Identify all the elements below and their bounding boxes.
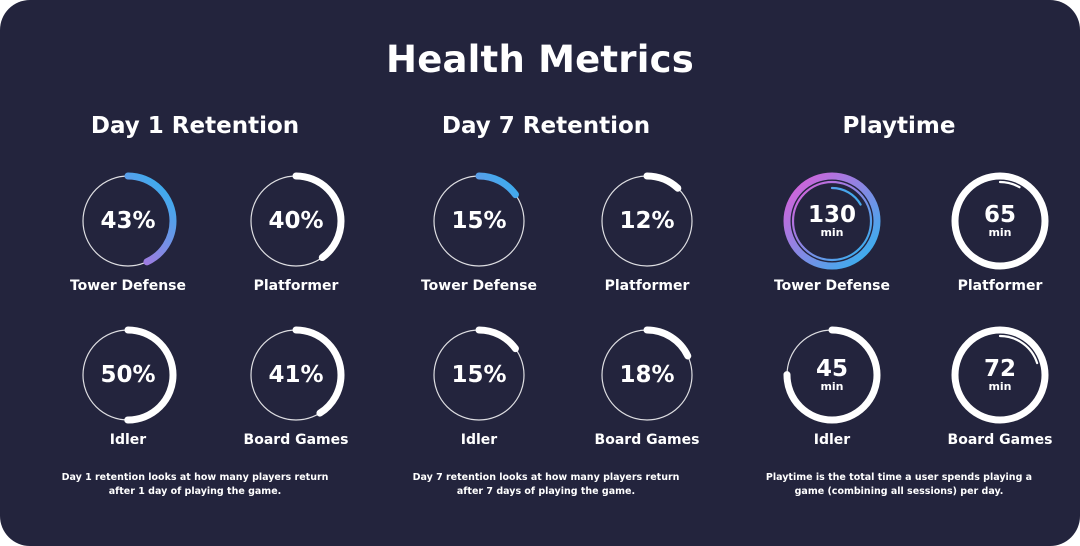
gauge-label: Board Games	[594, 432, 700, 448]
section-title: Day 1 Retention	[90, 113, 300, 139]
section-note: Playtime is the total time a user spends…	[759, 471, 1039, 499]
gauge-ring	[79, 326, 177, 424]
gauge-arc	[951, 172, 1049, 270]
gauge-arc	[959, 180, 1041, 262]
gauge-ring	[598, 172, 696, 270]
gauge-arc	[247, 326, 345, 424]
gauge-value: 15%	[451, 362, 507, 388]
gauge: 41%	[230, 309, 362, 441]
gauge-arc	[791, 180, 873, 262]
gauge-label: Platformer	[957, 278, 1043, 294]
gauge-label: Board Games	[243, 432, 349, 448]
section-note: Day 7 retention looks at how many player…	[406, 471, 686, 499]
gauge-value: 40%	[268, 208, 324, 234]
gauge-ring	[247, 326, 345, 424]
gauge: 65 min	[934, 155, 1066, 287]
gauge-ring	[247, 172, 345, 270]
gauge-ring	[598, 326, 696, 424]
gauge-arc	[79, 326, 177, 424]
gauge: 43%	[62, 155, 194, 287]
gauge-arc	[598, 326, 696, 424]
gauge: 15%	[413, 309, 545, 441]
section-title: Day 7 Retention	[441, 113, 651, 139]
gauge-arc	[430, 326, 528, 424]
gauge: 40%	[230, 155, 362, 287]
gauge-ring	[430, 172, 528, 270]
gauge-value: 18%	[619, 362, 675, 388]
gauge-value: 15%	[451, 208, 507, 234]
gauge-arc	[79, 172, 177, 270]
gauge-label: Platformer	[253, 278, 339, 294]
gauge-arc	[247, 172, 345, 270]
gauge-arc	[797, 186, 867, 256]
section-note-line: Day 1 retention looks at how many player…	[61, 472, 329, 483]
page-title: Health Metrics	[386, 38, 694, 81]
gauge-unit: min	[988, 380, 1012, 393]
gauge-ring	[430, 326, 528, 424]
gauge-value: 72	[983, 356, 1016, 382]
gauge-unit: min	[988, 226, 1012, 239]
gauge-ring	[951, 172, 1049, 270]
gauge: 50%	[62, 309, 194, 441]
gauge: 18%	[581, 309, 713, 441]
gauge-unit: min	[820, 226, 844, 239]
gauge-arc	[951, 326, 1049, 424]
gauge-value: 41%	[268, 362, 324, 388]
section-note-line: game (combining all sessions) per day.	[794, 486, 1004, 497]
gauge-value: 130	[807, 202, 856, 228]
gauge: 130 min	[766, 155, 898, 287]
section-title: Playtime	[842, 113, 956, 139]
gauge-value: 50%	[100, 362, 156, 388]
gauge-ring	[951, 326, 1049, 424]
gauge-label: Idler	[109, 432, 147, 448]
gauge-arc	[783, 326, 881, 424]
gauge-ring	[783, 326, 881, 424]
gauge-ring	[783, 172, 881, 270]
gauge-value: 43%	[100, 208, 156, 234]
gauge-label: Tower Defense	[773, 278, 890, 294]
gauge-arc	[430, 172, 528, 270]
gauge-label: Platformer	[604, 278, 690, 294]
gauge-arc	[598, 172, 696, 270]
gauge: 12%	[581, 155, 713, 287]
section-note: Day 1 retention looks at how many player…	[55, 471, 335, 499]
gauge-unit: min	[820, 380, 844, 393]
gauge: 15%	[413, 155, 545, 287]
gauge-label: Tower Defense	[69, 278, 186, 294]
section-note-line: after 7 days of playing the game.	[456, 486, 636, 497]
gauge: 72 min	[934, 309, 1066, 441]
gauge-arc	[783, 172, 881, 270]
gauge: 45 min	[766, 309, 898, 441]
gauge-label: Idler	[813, 432, 851, 448]
section-note-line: Playtime is the total time a user spends…	[765, 472, 1033, 483]
gauge-label: Idler	[460, 432, 498, 448]
gauge-label: Tower Defense	[420, 278, 537, 294]
gauge-label: Board Games	[947, 432, 1053, 448]
gauge-value: 12%	[619, 208, 675, 234]
gauge-ring	[79, 172, 177, 270]
section-note-line: Day 7 retention looks at how many player…	[412, 472, 680, 483]
gauge-arc	[959, 334, 1041, 416]
gauge-value: 65	[983, 202, 1016, 228]
section-note-line: after 1 day of playing the game.	[108, 486, 282, 497]
gauge-value: 45	[815, 356, 848, 382]
